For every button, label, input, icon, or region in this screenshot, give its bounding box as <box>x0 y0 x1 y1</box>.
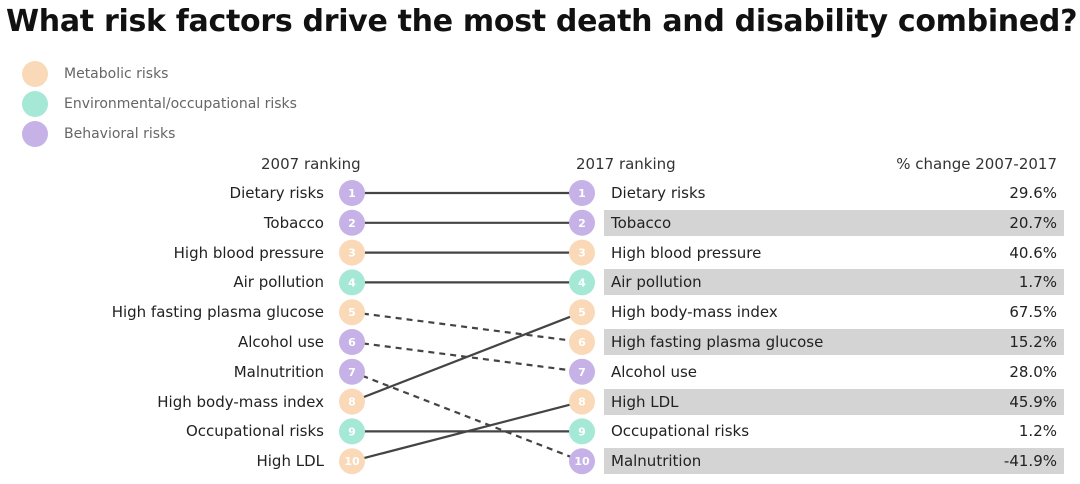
row-band-2 <box>604 209 1064 236</box>
label-2017-rank-9: Occupational risks <box>611 422 750 441</box>
rank-badge-2017-9 <box>569 418 595 445</box>
rank-badge-2007-7 <box>339 358 365 385</box>
legend-item-metabolic: Metabolic risks <box>22 61 168 87</box>
legend-label-environmental: Environmental/occupational risks <box>64 96 297 112</box>
label-2007-rank-10: High LDL <box>256 452 324 471</box>
rank-badge-2017-10 <box>569 448 595 475</box>
rank-badge-2017-3 <box>569 239 595 266</box>
header-2017-ranking: 2017 ranking <box>576 155 676 173</box>
legend-item-behavioral: Behavioral risks <box>22 121 175 147</box>
label-2017-rank-10: Malnutrition <box>611 452 702 471</box>
label-2007-rank-3: High blood pressure <box>173 243 324 262</box>
metabolic-swatch-icon <box>22 61 48 87</box>
rank-badge-2017-7 <box>569 358 595 385</box>
rank-number-2017-1: 1 <box>578 187 586 200</box>
rank-badge-2007-9 <box>339 418 365 445</box>
rank-number-2017-10: 10 <box>574 455 590 468</box>
environmental-swatch-icon <box>22 91 48 117</box>
rank-badge-2017-8 <box>569 388 595 415</box>
rank-badge-2017-1 <box>569 180 595 206</box>
rank-number-2017-3: 3 <box>578 247 586 260</box>
rank-number-2007-2: 2 <box>348 217 356 230</box>
row-band-6 <box>604 329 1064 355</box>
label-2017-rank-7: Alcohol use <box>611 362 698 381</box>
legend-label-behavioral: Behavioral risks <box>64 126 176 142</box>
label-2017-rank-5: High body-mass index <box>611 303 778 322</box>
rank-number-2007-8: 8 <box>348 396 356 409</box>
rank-number-2007-3: 3 <box>348 247 356 260</box>
rank-number-2017-8: 8 <box>578 396 586 409</box>
label-2007-rank-5: High fasting plasma glucose <box>111 303 324 322</box>
rank-badge-2007-8 <box>339 388 365 415</box>
label-2017-rank-3: High blood pressure <box>611 243 762 262</box>
rank-number-2017-9: 9 <box>578 425 586 438</box>
rank-number-2007-9: 9 <box>348 425 356 438</box>
label-2017-rank-8: High LDL <box>611 392 679 411</box>
label-2007-rank-7: Malnutrition <box>233 362 324 381</box>
percent-change-rank-3: 40.6% <box>1009 243 1057 262</box>
rank-number-2007-6: 6 <box>348 336 356 349</box>
row-band-8 <box>604 388 1064 415</box>
connector-5-to-6 <box>351 311 583 344</box>
rank-number-2007-10: 10 <box>344 455 360 468</box>
percent-change-rank-7: 28.0% <box>1009 362 1057 381</box>
rank-number-2007-1: 1 <box>348 187 356 200</box>
rank-number-2017-7: 7 <box>578 366 586 379</box>
header-2007-ranking: 2007 ranking <box>261 155 361 173</box>
rank-number-2017-2: 2 <box>578 217 586 230</box>
rank-badge-2007-6 <box>339 329 365 355</box>
label-2017-rank-4: Air pollution <box>611 273 702 292</box>
percent-change-rank-10: -41.9% <box>1003 452 1057 471</box>
label-2007-rank-8: High body-mass index <box>157 392 324 411</box>
label-2007-rank-4: Air pollution <box>233 273 324 292</box>
percent-change-rank-9: 1.2% <box>1018 422 1057 441</box>
percent-change-rank-1: 29.6% <box>1009 184 1057 202</box>
percent-change-rank-8: 45.9% <box>1009 392 1057 411</box>
row-band-4 <box>604 269 1064 296</box>
rank-number-2007-4: 4 <box>348 276 356 289</box>
rank-badge-2017-4 <box>569 269 595 296</box>
header-percent-change: % change 2007-2017 <box>896 155 1057 173</box>
rank-badge-2007-2 <box>339 209 365 236</box>
rank-number-2007-7: 7 <box>348 366 356 379</box>
rank-badge-2007-4 <box>339 269 365 296</box>
rank-badge-2007-5 <box>339 299 365 326</box>
connector-8-to-5 <box>351 311 583 403</box>
connector-10-to-8 <box>351 400 583 463</box>
percent-change-rank-6: 15.2% <box>1009 333 1057 351</box>
rank-number-2007-5: 5 <box>348 306 356 319</box>
label-2017-rank-1: Dietary risks <box>611 184 706 202</box>
legend-item-environmental: Environmental/occupational risks <box>22 91 297 117</box>
behavioral-swatch-icon <box>22 121 48 147</box>
label-2017-rank-6: High fasting plasma glucose <box>611 333 824 351</box>
rank-badge-2007-3 <box>339 239 365 266</box>
label-2017-rank-2: Tobacco <box>611 213 672 232</box>
label-2007-rank-9: Occupational risks <box>185 422 324 441</box>
label-2007-rank-6: Alcohol use <box>237 333 324 351</box>
chart-title: What risk factors drive the most death a… <box>6 4 1078 39</box>
rank-number-2017-6: 6 <box>578 336 586 349</box>
rank-number-2017-4: 4 <box>578 276 586 289</box>
percent-change-rank-2: 20.7% <box>1009 213 1057 232</box>
label-2007-rank-2: Tobacco <box>263 213 324 232</box>
percent-change-rank-5: 67.5% <box>1009 303 1057 322</box>
row-band-10 <box>604 448 1064 475</box>
rank-badge-2007-1 <box>339 180 365 206</box>
rank-badge-2017-6 <box>569 329 595 355</box>
percent-change-rank-4: 1.7% <box>1018 273 1057 292</box>
connector-7-to-10 <box>351 370 583 463</box>
rank-badge-2007-10 <box>339 448 365 475</box>
rank-number-2017-5: 5 <box>578 306 586 319</box>
legend-label-metabolic: Metabolic risks <box>64 66 169 82</box>
rank-badge-2017-5 <box>569 299 595 326</box>
rank-badge-2017-2 <box>569 209 595 236</box>
label-2007-rank-1: Dietary risks <box>229 184 324 202</box>
